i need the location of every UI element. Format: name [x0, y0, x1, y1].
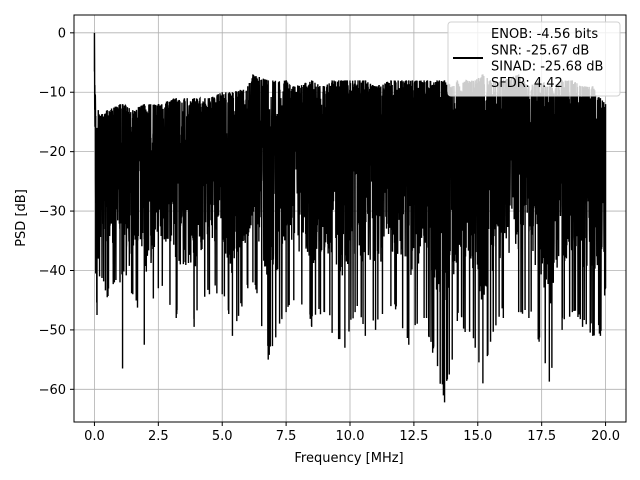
x-tick-label: 10.0	[336, 429, 365, 444]
y-tick-label: −30	[39, 205, 66, 220]
x-tick-label: 12.5	[399, 429, 428, 444]
psd-series-line	[93, 32, 607, 403]
legend-entry-line: SFDR: 4.42	[491, 76, 563, 91]
y-tick-label: −10	[39, 86, 66, 101]
legend-entry-line: SNR: -25.67 dB	[491, 43, 589, 58]
x-tick-label: 0.0	[84, 429, 105, 444]
x-tick-label: 15.0	[463, 429, 492, 444]
y-axis-label: PSD [dB]	[14, 189, 29, 247]
x-tick-label: 20.0	[591, 429, 620, 444]
legend-entry-label: ENOB: -4.56 bits SNR: -25.67 dB SINAD: -25…	[491, 27, 603, 91]
y-tick-label: −50	[39, 323, 66, 338]
x-tick-label: 7.5	[276, 429, 297, 444]
x-axis-label: Frequency [MHz]	[294, 451, 403, 466]
y-tick-label: 0	[58, 26, 66, 41]
x-tick-label: 17.5	[527, 429, 556, 444]
legend-box	[447, 21, 621, 97]
legend: ENOB: -4.56 bits SNR: -25.67 dB SINAD: -25…	[447, 21, 621, 97]
y-tick-label: −40	[39, 264, 66, 279]
x-tick-label: 2.5	[148, 429, 169, 444]
legend-entry-line: SINAD: -25.68 dB	[491, 60, 603, 75]
x-tick-label: 5.0	[212, 429, 233, 444]
y-tick-label: −20	[39, 145, 66, 160]
axis-ticks: 0.0 2.5 5.0 7.5 10.0 12.5 15.0 17.5 20.0 0 −10 −20 −…	[39, 26, 620, 444]
plot-area	[93, 32, 607, 403]
y-tick-label: −60	[39, 383, 66, 398]
legend-entry-line: ENOB: -4.56 bits	[491, 27, 598, 42]
